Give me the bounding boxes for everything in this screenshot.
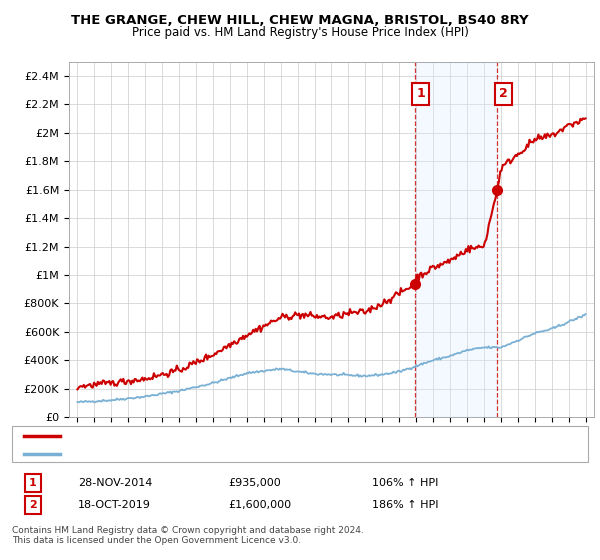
Text: 18-OCT-2019: 18-OCT-2019 [78, 500, 151, 510]
Text: THE GRANGE, CHEW HILL, CHEW MAGNA, BRISTOL, BS40 8RY: THE GRANGE, CHEW HILL, CHEW MAGNA, BRIST… [71, 14, 529, 27]
Text: £1,600,000: £1,600,000 [228, 500, 291, 510]
Text: 2: 2 [29, 500, 37, 510]
Text: Contains HM Land Registry data © Crown copyright and database right 2024.: Contains HM Land Registry data © Crown c… [12, 526, 364, 535]
Text: 2: 2 [499, 87, 508, 100]
Text: 186% ↑ HPI: 186% ↑ HPI [372, 500, 439, 510]
Bar [415, 62, 497, 417]
Text: Price paid vs. HM Land Registry's House Price Index (HPI): Price paid vs. HM Land Registry's House … [131, 26, 469, 39]
Text: This data is licensed under the Open Government Licence v3.0.: This data is licensed under the Open Gov… [12, 536, 301, 545]
Text: 106% ↑ HPI: 106% ↑ HPI [372, 478, 439, 488]
Text: £935,000: £935,000 [228, 478, 281, 488]
Text: 28-NOV-2014: 28-NOV-2014 [78, 478, 152, 488]
Text: 1: 1 [29, 478, 37, 488]
Text: 1: 1 [416, 87, 425, 100]
Text: HPI: Average price, detached house, Bath and North East Somerset: HPI: Average price, detached house, Bath… [69, 449, 421, 459]
Text: THE GRANGE, CHEW HILL, CHEW MAGNA, BRISTOL, BS40 8RY (detached house): THE GRANGE, CHEW HILL, CHEW MAGNA, BRIST… [69, 431, 484, 441]
